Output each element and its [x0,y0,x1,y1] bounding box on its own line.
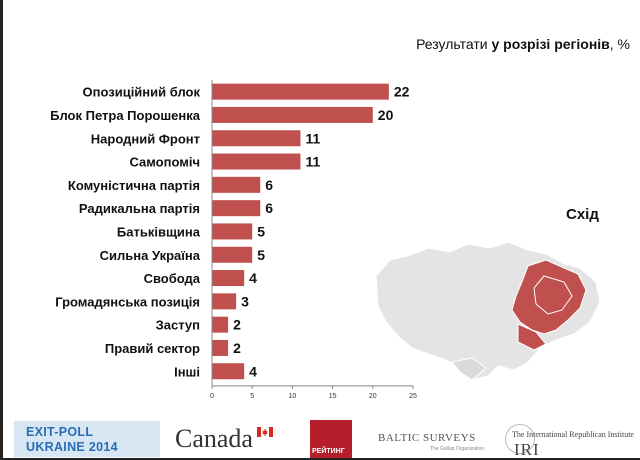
data-label: 4 [249,270,257,286]
category-label: Правий сектор [105,341,200,356]
data-label: 6 [265,177,273,193]
left-border [0,0,3,460]
data-label: 6 [265,200,273,216]
rating-label: РЕЙТИНГ [312,448,345,455]
category-label: Громадянська позиція [55,294,200,309]
data-label: 11 [305,130,320,146]
data-label: 5 [257,247,265,263]
canada-logo: Canada [175,424,253,453]
bar [212,270,245,287]
category-label: Сильна Україна [100,248,201,263]
exit-poll-logo: EXIT-POLL UKRAINE 2014 [14,421,160,457]
exit-poll-line1: EXIT-POLL [26,425,94,439]
ukraine-map [375,241,601,381]
iri-emblem-icon [505,424,535,454]
data-label: 22 [394,84,410,100]
bottom-border [0,458,640,460]
bar [212,293,237,310]
region-label: Схід [566,206,599,223]
data-label: 5 [257,223,265,239]
iri-logo: IRI [514,440,540,459]
x-tick-label: 10 [289,393,297,400]
x-tick-label: 25 [409,393,417,400]
east-region-inner [533,275,573,315]
data-label: 20 [378,107,394,123]
bar [212,339,229,356]
data-label: 4 [249,363,257,379]
bar [212,316,229,333]
baltic-surveys-logo: BALTIC SURVEYS [378,432,476,444]
data-label: 2 [233,317,241,333]
title-prefix: Результати [416,36,492,52]
chart-title: Результати у розрізі регіонів, % [300,36,630,52]
category-label: Блок Петра Порошенка [50,108,201,123]
title-suffix: , % [609,36,630,52]
ukraine-south [451,357,487,381]
bar [212,83,389,100]
bar [212,246,253,263]
category-label: Інші [174,364,200,379]
east-region [511,259,587,335]
title-bold: у розрізі регіонів [491,36,610,52]
canada-flag-icon [257,427,273,437]
category-label: Самопоміч [129,155,200,170]
category-label: Комуністична партія [68,178,200,193]
x-tick-label: 15 [329,393,337,400]
east-region-lower [517,323,547,351]
data-label: 11 [305,154,320,170]
category-label: Народний Фронт [91,131,200,146]
category-label: Радикальна партія [79,201,200,216]
data-label: 2 [233,340,241,356]
bar [212,223,253,240]
x-tick-label: 5 [250,393,254,400]
category-label: Свобода [144,271,201,286]
x-tick-label: 20 [369,393,377,400]
category-label: Батьківщина [117,224,201,239]
category-label: Заступ [156,318,200,333]
rating-logo: РЕЙТИНГ [310,420,352,458]
bar [212,176,261,193]
bar [212,130,301,147]
data-label: 3 [241,293,249,309]
iri-full-name: The International Republican Institute [512,430,634,439]
baltic-subtitle: The Gallup Organization [430,446,485,452]
x-tick-label: 0 [210,393,214,400]
bar [212,363,245,380]
bar [212,200,261,217]
bar [212,106,373,123]
exit-poll-line2: UKRAINE 2014 [26,440,118,454]
category-label: Опозиційний блок [83,85,201,100]
bar [212,153,301,170]
